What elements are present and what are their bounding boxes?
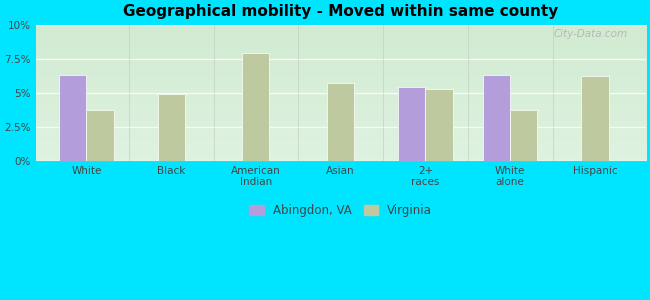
Bar xyxy=(398,87,426,161)
Bar xyxy=(426,88,452,161)
Bar xyxy=(483,75,510,161)
Bar xyxy=(59,75,86,161)
Title: Geographical mobility - Moved within same county: Geographical mobility - Moved within sam… xyxy=(123,4,558,19)
Bar xyxy=(327,83,354,161)
Bar xyxy=(242,53,270,161)
Bar xyxy=(86,110,114,161)
Bar xyxy=(157,94,185,161)
Text: City-Data.com: City-Data.com xyxy=(553,28,627,39)
Legend: Abingdon, VA, Virginia: Abingdon, VA, Virginia xyxy=(246,200,436,220)
Bar xyxy=(581,76,608,161)
Bar xyxy=(510,110,538,161)
